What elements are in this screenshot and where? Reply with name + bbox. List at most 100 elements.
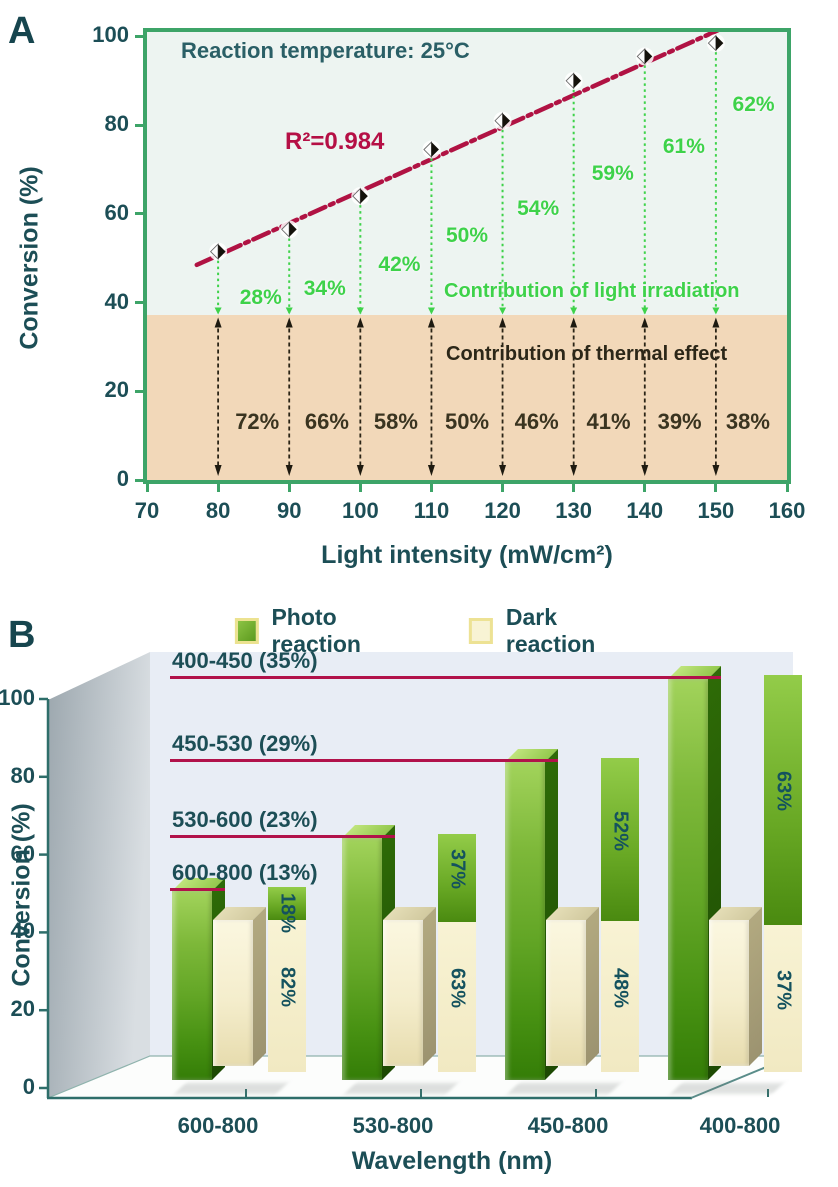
split-photo-segment: 52% xyxy=(601,758,639,922)
light-arrow-icon xyxy=(356,307,364,315)
bar-shadow xyxy=(670,1083,784,1094)
x-tick xyxy=(287,484,291,492)
panel-a-label: A xyxy=(8,10,36,52)
thermal-contribution-label: Contribution of thermal effect xyxy=(446,343,728,365)
thermal-effect-region xyxy=(147,314,787,480)
x-tick xyxy=(643,484,647,492)
data-marker-right xyxy=(289,221,297,237)
y-tick-label: 60 xyxy=(104,199,129,225)
x-tick-label: 110 xyxy=(413,498,450,523)
thermal-arrow-down-icon xyxy=(570,465,578,476)
dark-bar-front xyxy=(383,920,423,1066)
thermal-arrow-down-icon xyxy=(427,465,435,476)
light-arrow-icon xyxy=(641,307,649,315)
wavelength-range-label: 530-600 (23%) xyxy=(172,807,318,833)
panel-a-y-axis-title: Conversion (%) xyxy=(15,166,44,350)
data-marker-right xyxy=(502,113,511,129)
b-y-tick-label: 20 xyxy=(10,996,35,1022)
light-arrow-icon xyxy=(285,307,293,315)
thermal-arrow-down-icon xyxy=(356,465,364,476)
panel-a-x-axis-title: Light intensity (mW/cm²) xyxy=(321,541,613,569)
thermal-arrow-down-icon xyxy=(641,465,649,476)
panel-a: A Reaction temperature: 25°C R²=0.984 Co… xyxy=(8,10,806,569)
wavelength-range-label: 400-450 (35%) xyxy=(172,648,318,674)
split-dark-percentage: 48% xyxy=(609,967,632,1008)
light-contribution-label: Contribution of light irradiation xyxy=(444,280,740,302)
dark-bar-side xyxy=(253,907,266,1066)
legend-dark-label: Dark reaction xyxy=(505,604,596,657)
x-tick xyxy=(145,484,149,492)
panel-a-plot-area: Reaction temperature: 25°C R²=0.984 Cont… xyxy=(143,28,791,484)
split-photo-percentage: 52% xyxy=(609,810,632,851)
wavelength-range-label: 600-800 (13%) xyxy=(172,860,318,885)
x-tick-label: 100 xyxy=(341,498,379,523)
x-tick xyxy=(501,484,505,492)
split-photo-percentage: 37% xyxy=(446,849,469,890)
b-x-tick-label: 450-800 xyxy=(527,1113,609,1138)
panel-b: B Photo reaction Dark reaction 18% 82% 37%… xyxy=(0,600,838,1187)
thermal-arrow-down-icon xyxy=(285,465,293,476)
split-photo-segment: 63% xyxy=(764,675,802,926)
light-percentage-label: 42% xyxy=(378,252,421,276)
split-contribution-bar: 18% 82% xyxy=(268,887,306,1072)
b-x-tick-label: 530-800 xyxy=(352,1113,434,1138)
split-photo-segment: 37% xyxy=(438,834,476,923)
panel-a-title: Reaction temperature: 25°C xyxy=(181,38,470,63)
split-contribution-bar: 52% 48% xyxy=(601,758,639,1072)
split-photo-segment: 18% xyxy=(268,887,306,933)
thermal-arrow-up-icon xyxy=(427,317,435,328)
legend-item-photo: Photo reaction xyxy=(234,604,415,658)
thermal-percentage-label: 46% xyxy=(514,409,559,435)
y-tick-label: 20 xyxy=(104,377,129,403)
dark-bar-front xyxy=(709,920,749,1066)
photo-reaction-swatch-icon xyxy=(234,618,259,644)
panel-b-label: B xyxy=(8,614,36,656)
data-marker-left xyxy=(209,242,219,261)
thermal-arrow-up-icon xyxy=(356,317,364,328)
bar-shadow xyxy=(344,1083,458,1094)
b-y-tick-label: 80 xyxy=(10,762,35,788)
x-tick-label: 150 xyxy=(697,498,735,523)
y-tick xyxy=(135,212,143,216)
thermal-arrow-up-icon xyxy=(499,317,507,328)
photo-reaction-bar xyxy=(505,749,558,1080)
split-dark-percentage: 82% xyxy=(276,967,299,1008)
x-tick-label: 130 xyxy=(555,498,593,523)
light-arrow-icon xyxy=(427,307,435,315)
light-arrow-icon xyxy=(214,307,222,315)
thermal-arrow-up-icon xyxy=(285,317,293,328)
photo-reaction-bar xyxy=(342,825,395,1080)
thermal-percentage-label: 58% xyxy=(373,409,418,435)
dark-reaction-bar xyxy=(213,907,266,1066)
thermal-arrow-up-icon xyxy=(214,317,222,328)
photo-bar-front xyxy=(342,838,382,1080)
dark-reaction-swatch-icon xyxy=(469,618,493,644)
dark-bar-front xyxy=(546,920,586,1066)
thermal-arrow-up-icon xyxy=(712,317,720,328)
y-tick-label: 80 xyxy=(104,111,129,137)
b-y-tick-label: 60 xyxy=(10,840,35,866)
x-tick xyxy=(785,484,789,492)
x-tick-label: 90 xyxy=(276,498,302,523)
x-tick-label: 160 xyxy=(768,498,806,523)
light-percentage-label: 61% xyxy=(662,135,705,159)
data-marker-right xyxy=(715,35,724,51)
x-tick-label: 70 xyxy=(134,498,160,523)
bar-shadow xyxy=(507,1083,621,1094)
b-y-tick-label: 40 xyxy=(10,918,35,944)
x-tick xyxy=(358,484,362,492)
data-marker-left xyxy=(352,187,361,205)
x-tick xyxy=(714,484,718,492)
panel-a-chart-canvas xyxy=(194,32,725,476)
x-tick-label: 140 xyxy=(626,498,664,523)
data-marker-right xyxy=(360,188,368,204)
x-tick-label: 80 xyxy=(205,498,231,523)
x-tick xyxy=(216,484,220,492)
y-tick-label: 40 xyxy=(104,288,129,314)
legend: Photo reaction Dark reaction xyxy=(234,604,637,658)
split-dark-segment: 63% xyxy=(438,922,476,1072)
split-dark-percentage: 63% xyxy=(446,968,469,1009)
r-squared-label: R²=0.984 xyxy=(285,128,385,155)
thermal-percentage-label: 38% xyxy=(725,409,770,435)
split-dark-segment: 48% xyxy=(601,921,639,1072)
